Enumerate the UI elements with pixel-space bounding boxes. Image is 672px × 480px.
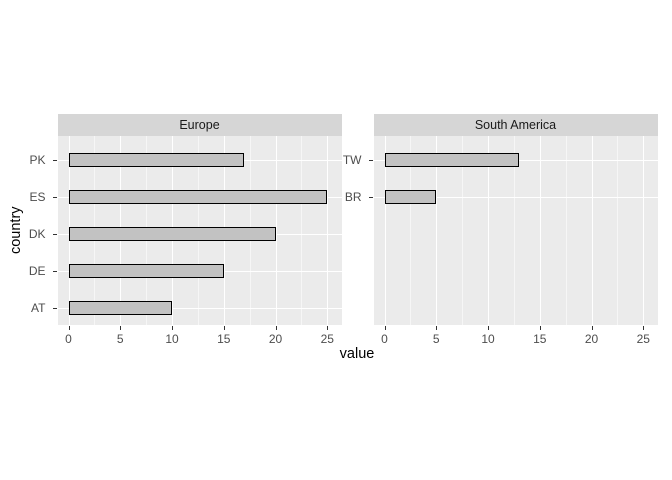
gridline-major-vertical: [591, 136, 593, 325]
x-axis-tick-label: 25: [636, 332, 650, 346]
y-axis-tick-mark: [368, 160, 373, 161]
y-axis-tick-mark: [368, 197, 373, 198]
x-axis-tick-mark: [275, 326, 277, 330]
gridline-minor-vertical: [565, 136, 567, 325]
bar-br: [384, 190, 437, 204]
gridline-minor-vertical: [410, 136, 412, 325]
x-axis-tick-label: 20: [268, 332, 283, 346]
x-axis-tick-label: 0: [65, 332, 72, 346]
y-axis-tick-label: DE: [28, 263, 46, 278]
facet-strip-label: South America: [474, 117, 557, 132]
x-axis-tick-mark: [643, 326, 645, 330]
x-axis-tick-mark: [591, 326, 593, 330]
gridline-major-vertical: [275, 136, 277, 325]
facet-strip: Europe: [57, 114, 342, 136]
bar-es: [68, 190, 328, 204]
x-axis-tick-label: 5: [116, 332, 124, 346]
gridline-major-vertical: [643, 136, 645, 325]
y-axis-tick-mark: [52, 308, 57, 309]
x-axis-tick-label: 0: [381, 332, 388, 346]
gridline-major-vertical: [384, 136, 386, 325]
bar-tw: [384, 153, 520, 167]
x-axis-tick-mark: [68, 326, 70, 330]
y-axis-tick-label: TW: [342, 152, 362, 167]
x-axis-tick-label: 15: [533, 332, 547, 346]
gridline-major-vertical: [539, 136, 541, 325]
x-axis-tick-mark: [539, 326, 541, 330]
y-axis-tick-mark: [52, 160, 57, 161]
gridline-minor-vertical: [617, 136, 619, 325]
bar-pk: [68, 153, 245, 167]
gridline-minor-vertical: [301, 136, 303, 325]
x-axis-tick-label: 10: [481, 332, 495, 346]
x-axis-tick-mark: [436, 326, 438, 330]
y-axis-tick-label: AT: [31, 300, 46, 315]
y-axis-tick-mark: [52, 197, 57, 198]
gridline-major-horizontal: [57, 308, 342, 309]
x-axis-title: value: [339, 346, 375, 362]
y-axis-tick-mark: [52, 271, 57, 272]
gridline-major-vertical: [488, 136, 489, 325]
bar-at: [68, 301, 172, 315]
y-axis-tick-label: PK: [29, 152, 46, 167]
x-axis-tick-mark: [327, 326, 329, 330]
bar-de: [68, 264, 224, 278]
facet-strip-label: Europe: [179, 117, 220, 132]
gridline-minor-vertical: [462, 136, 464, 325]
x-axis-tick-mark: [223, 326, 225, 330]
facet-strip: South America: [373, 114, 658, 136]
x-axis-tick-label: 5: [432, 332, 440, 346]
x-axis-tick-label: 10: [165, 332, 179, 346]
bar-dk: [68, 227, 276, 241]
x-axis-tick-mark: [488, 326, 489, 330]
y-axis-tick-mark: [52, 234, 57, 235]
plot-panel: [57, 136, 342, 325]
gridline-minor-vertical: [513, 136, 515, 325]
x-axis-tick-label: 25: [320, 332, 334, 346]
x-axis-tick-mark: [384, 326, 386, 330]
y-axis-tick-label: BR: [344, 189, 362, 204]
x-axis-tick-mark: [172, 326, 173, 330]
x-axis-tick-label: 15: [217, 332, 231, 346]
x-axis-tick-mark: [120, 326, 122, 330]
plot-panel: [373, 136, 658, 325]
x-axis-tick-label: 20: [584, 332, 599, 346]
y-axis-tick-label: ES: [29, 189, 46, 204]
gridline-major-vertical: [436, 136, 438, 325]
y-axis-tick-label: DK: [28, 226, 46, 241]
gridline-major-vertical: [327, 136, 329, 325]
gridline-major-horizontal: [373, 197, 658, 198]
